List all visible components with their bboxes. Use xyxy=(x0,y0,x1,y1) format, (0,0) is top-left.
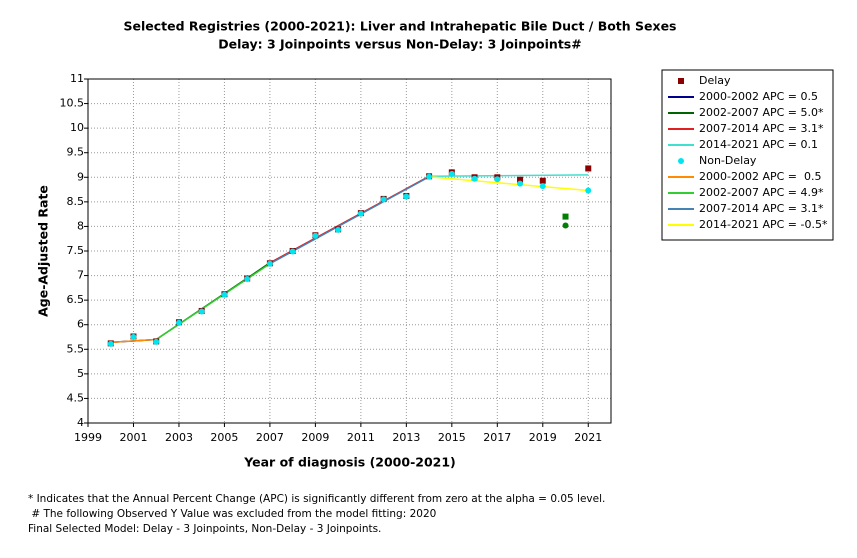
data-point xyxy=(289,248,296,255)
fit-line xyxy=(269,176,430,265)
x-tick-label: 2007 xyxy=(256,431,284,444)
data-point xyxy=(539,183,546,190)
legend-swatch xyxy=(678,78,684,84)
data-point xyxy=(198,308,205,315)
footnote: * Indicates that the Annual Percent Chan… xyxy=(28,493,605,505)
data-point xyxy=(403,193,410,200)
y-tick-label: 10 xyxy=(70,121,84,134)
y-tick-label: 5.5 xyxy=(67,342,85,355)
data-point xyxy=(585,165,592,172)
data-point xyxy=(585,187,592,194)
data-point xyxy=(562,222,569,229)
x-tick-label: 2003 xyxy=(165,431,193,444)
data-point xyxy=(221,291,228,298)
footnote: Final Selected Model: Delay - 3 Joinpoin… xyxy=(28,523,381,535)
legend-label: Delay xyxy=(699,74,731,87)
legend-label: 2014-2021 APC = -0.5* xyxy=(699,218,828,231)
y-tick-label: 6.5 xyxy=(67,293,85,306)
footnote: # The following Observed Y Value was exc… xyxy=(28,508,436,520)
x-tick-label: 2005 xyxy=(210,431,238,444)
data-point xyxy=(175,319,182,326)
data-point xyxy=(380,196,387,203)
y-tick-label: 8.5 xyxy=(67,195,85,208)
y-tick-label: 4.5 xyxy=(67,391,85,404)
data-point xyxy=(130,334,137,340)
y-tick-label: 8 xyxy=(77,219,84,232)
y-tick-label: 9.5 xyxy=(67,146,85,159)
data-point xyxy=(357,210,364,217)
data-point xyxy=(153,338,160,345)
data-point xyxy=(539,177,546,184)
x-tick-label: 2017 xyxy=(483,431,511,444)
y-tick-label: 9 xyxy=(77,170,84,183)
plot-frame xyxy=(87,78,612,424)
fit-line xyxy=(429,176,589,192)
x-tick-label: 2021 xyxy=(574,431,602,444)
data-point xyxy=(335,226,342,233)
legend-label: 2014-2021 APC = 0.1 xyxy=(699,138,818,151)
y-tick-label: 11 xyxy=(70,72,84,85)
fit-line xyxy=(429,174,589,178)
data-point xyxy=(517,176,524,183)
fit-line xyxy=(110,338,157,344)
y-tick-label: 6 xyxy=(77,318,84,331)
data-point xyxy=(266,260,273,267)
y-tick-label: 4 xyxy=(77,416,84,429)
data-point xyxy=(107,340,114,347)
data-point xyxy=(494,176,501,183)
chart-title: Selected Registries (2000-2021): Liver a… xyxy=(123,19,676,34)
chart-subtitle: Delay: 3 Joinpoints versus Non-Delay: 3 … xyxy=(218,37,581,52)
data-point xyxy=(244,276,251,283)
x-axis-label: Year of diagnosis (2000-2021) xyxy=(243,455,456,470)
y-tick-label: 10.5 xyxy=(60,97,85,110)
legend-label: 2007-2014 APC = 3.1* xyxy=(699,122,824,135)
legend-label: 2007-2014 APC = 3.1* xyxy=(699,202,824,215)
legend-label: 2002-2007 APC = 5.0* xyxy=(699,106,824,119)
y-tick-label: 5 xyxy=(77,367,84,380)
data-point xyxy=(471,175,478,182)
legend-label: 2002-2007 APC = 4.9* xyxy=(699,186,824,199)
legend-label: 2000-2002 APC = 0.5 xyxy=(699,90,818,103)
y-tick-label: 7 xyxy=(77,269,84,282)
x-tick-label: 2001 xyxy=(119,431,147,444)
x-tick-label: 2013 xyxy=(392,431,420,444)
legend-box xyxy=(661,69,834,241)
data-point xyxy=(312,232,319,239)
y-axis-label: Age-Adjusted Rate xyxy=(36,185,51,317)
x-tick-label: 1999 xyxy=(74,431,102,444)
x-tick-label: 2015 xyxy=(438,431,466,444)
legend-label: 2000-2002 APC = 0.5 xyxy=(699,170,822,183)
legend-label: Non-Delay xyxy=(699,154,757,167)
data-point xyxy=(448,170,455,177)
y-tick-label: 7.5 xyxy=(67,244,85,257)
fit-line xyxy=(155,263,271,341)
x-tick-label: 2009 xyxy=(301,431,329,444)
x-tick-label: 2019 xyxy=(529,431,557,444)
legend-swatch xyxy=(678,158,684,164)
data-point xyxy=(517,180,524,187)
data-point xyxy=(562,213,569,220)
data-point xyxy=(426,173,433,180)
x-tick-label: 2011 xyxy=(347,431,375,444)
